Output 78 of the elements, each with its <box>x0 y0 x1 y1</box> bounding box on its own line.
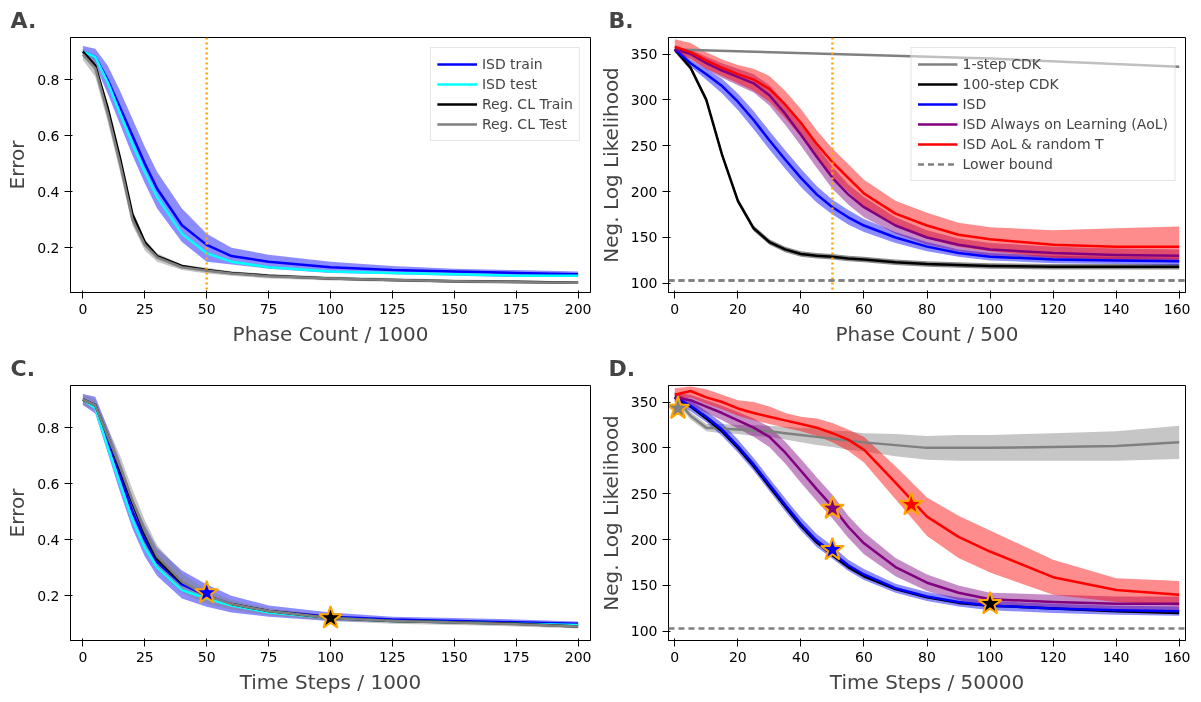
y-tick-label: 350 <box>630 394 658 411</box>
legend-label: ISD <box>962 96 987 112</box>
x-tick-label: 125 <box>379 300 406 317</box>
x-tick-label: 50 <box>197 648 216 665</box>
y-axis-title: Neg. Log Likelihood <box>598 415 623 611</box>
y-tick-label: 350 <box>630 46 658 63</box>
y-tick-label: 150 <box>630 577 658 594</box>
chart-title: B. <box>608 7 634 33</box>
x-tick-label: 140 <box>1102 648 1130 665</box>
y-tick-label: 0.4 <box>37 531 60 548</box>
x-tick-label: 125 <box>379 648 406 665</box>
x-tick-label: 75 <box>259 648 278 665</box>
x-axis-title: Phase Count / 500 <box>835 321 1019 346</box>
x-tick-label: 175 <box>502 648 530 665</box>
x-tick-label: 0 <box>670 300 680 317</box>
legend-label: ISD Always on Learning (AoL) <box>962 116 1168 132</box>
chart-title: D. <box>608 355 636 381</box>
y-tick-label: 100 <box>630 623 658 640</box>
x-tick-label: 40 <box>792 300 810 317</box>
x-tick-label: 0 <box>78 300 88 317</box>
y-tick-label: 0.8 <box>37 419 60 436</box>
y-tick-label: 0.6 <box>37 127 60 144</box>
x-tick-label: 150 <box>440 300 468 317</box>
y-tick-label: 100 <box>630 275 658 292</box>
y-tick-label: 200 <box>630 183 658 200</box>
x-tick-label: 25 <box>135 648 154 665</box>
x-tick-label: 120 <box>1039 300 1067 317</box>
x-tick-label: 75 <box>259 300 278 317</box>
legend-label: ISD AoL & random T <box>962 136 1104 152</box>
x-axis-title: Time Steps / 1000 <box>238 669 422 694</box>
y-axis-title: Error <box>5 139 30 190</box>
x-tick-label: 60 <box>855 300 873 317</box>
x-tick-label: 80 <box>918 648 936 665</box>
x-tick-label: 100 <box>317 300 344 317</box>
x-tick-label: 175 <box>502 300 530 317</box>
legend-label: Reg. CL Train <box>481 96 573 112</box>
x-tick-label: 160 <box>1163 648 1191 665</box>
y-tick-label: 250 <box>630 137 658 154</box>
legend-label: 100-step CDK <box>962 76 1059 92</box>
y-axis-title: Error <box>5 487 30 538</box>
chart-title: A. <box>10 7 37 33</box>
x-axis-title: Time Steps / 50000 <box>828 669 1025 694</box>
x-tick-label: 0 <box>670 648 680 665</box>
x-tick-label: 25 <box>135 300 154 317</box>
chart-title: C. <box>10 355 36 381</box>
y-tick-label: 0.2 <box>37 587 60 604</box>
legend-label: ISD test <box>481 76 538 92</box>
y-axis-title: Neg. Log Likelihood <box>598 67 623 263</box>
x-tick-label: 40 <box>792 648 810 665</box>
y-tick-label: 300 <box>630 439 658 456</box>
x-tick-label: 20 <box>728 648 747 665</box>
x-tick-label: 100 <box>317 648 344 665</box>
y-tick-label: 0.4 <box>37 183 60 200</box>
x-tick-label: 0 <box>78 648 88 665</box>
y-tick-label: 0.2 <box>37 239 60 256</box>
legend-label: ISD train <box>481 56 543 72</box>
x-tick-label: 150 <box>440 648 468 665</box>
x-tick-label: 160 <box>1163 300 1191 317</box>
x-tick-label: 140 <box>1102 300 1130 317</box>
x-tick-label: 120 <box>1039 648 1067 665</box>
y-tick-label: 150 <box>630 229 658 246</box>
x-tick-label: 200 <box>564 648 592 665</box>
y-tick-label: 0.8 <box>37 71 60 88</box>
x-tick-label: 100 <box>976 648 1004 665</box>
x-tick-label: 100 <box>976 300 1004 317</box>
legend-label: Reg. CL Test <box>481 116 567 132</box>
y-tick-label: 300 <box>630 91 658 108</box>
x-tick-label: 20 <box>728 300 747 317</box>
y-tick-label: 200 <box>630 531 658 548</box>
legend-label: 1-step CDK <box>962 56 1041 72</box>
x-tick-label: 80 <box>918 300 936 317</box>
y-tick-label: 250 <box>630 485 658 502</box>
y-tick-label: 0.6 <box>37 475 60 492</box>
x-tick-label: 200 <box>564 300 592 317</box>
x-tick-label: 50 <box>197 300 216 317</box>
x-axis-title: Phase Count / 1000 <box>232 321 429 346</box>
legend-label: Lower bound <box>962 156 1053 172</box>
x-tick-label: 60 <box>855 648 873 665</box>
